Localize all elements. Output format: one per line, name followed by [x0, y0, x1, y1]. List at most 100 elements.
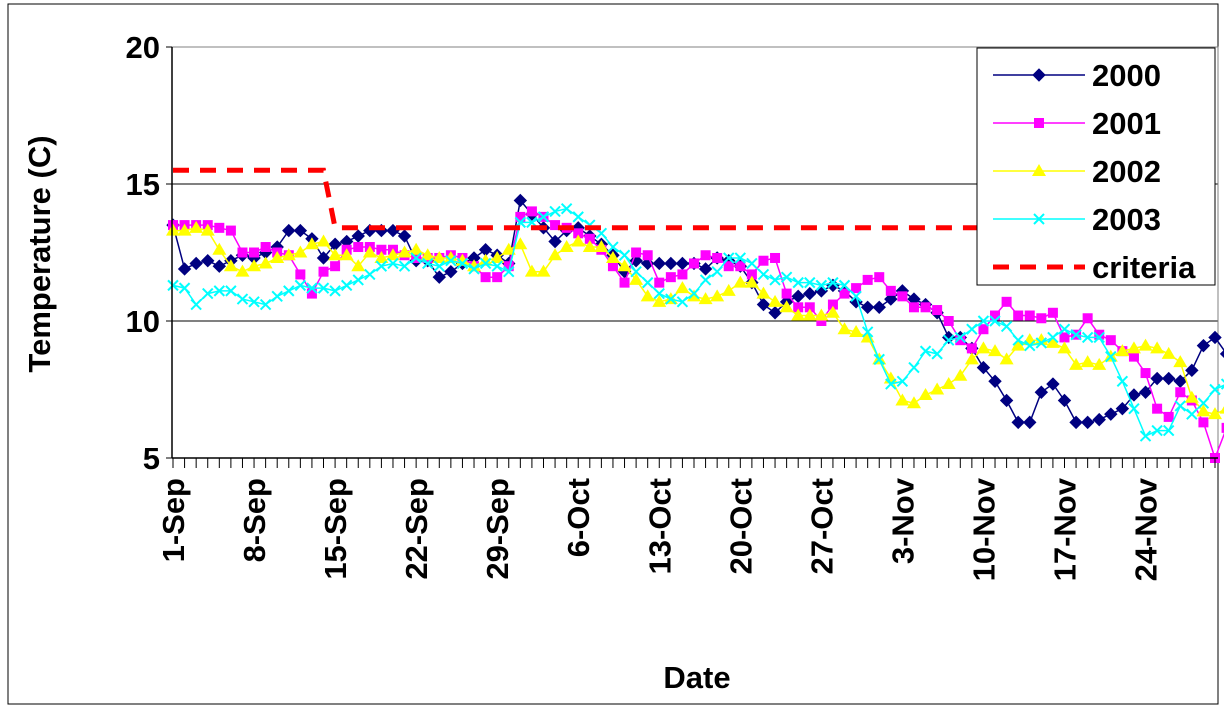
- legend-label: 2003: [1092, 202, 1161, 237]
- data-point-square: [793, 302, 804, 313]
- data-point-cross: [537, 211, 550, 223]
- data-point-triangle: [988, 344, 1003, 357]
- data-point-triangle: [212, 242, 227, 255]
- y-tick-label: 20: [126, 30, 160, 65]
- data-point-triangle: [490, 250, 505, 263]
- data-point-cross: [641, 276, 654, 289]
- data-point-triangle: [339, 248, 354, 261]
- data-point-cross: [572, 211, 584, 223]
- legend-label: criteria: [1092, 250, 1196, 285]
- data-point-square: [573, 228, 584, 239]
- data-point-cross: [850, 290, 862, 303]
- data-point-triangle: [675, 281, 690, 294]
- data-point-square: [712, 252, 723, 263]
- data-point-cross: [503, 265, 515, 278]
- data-point-triangle: [478, 253, 493, 266]
- data-point-cross: [329, 285, 341, 297]
- data-point-cross: [838, 279, 851, 292]
- data-point-cross: [271, 290, 283, 303]
- data-point-square: [955, 335, 966, 346]
- data-point-square: [1094, 329, 1105, 340]
- data-point-triangle: [258, 256, 273, 269]
- data-point-triangle: [1126, 341, 1141, 354]
- data-point-cross: [213, 285, 226, 297]
- data-point-square: [1152, 403, 1163, 414]
- data-point-triangle: [513, 237, 528, 250]
- legend-label: 2002: [1092, 154, 1161, 189]
- data-point-cross: [943, 334, 955, 346]
- data-point-diamond: [1219, 349, 1224, 359]
- data-point-triangle: [953, 368, 968, 381]
- data-point-square: [746, 269, 757, 280]
- data-point-triangle: [200, 223, 215, 236]
- data-point-square: [550, 220, 561, 231]
- data-point-cross: [769, 274, 781, 286]
- data-point-square: [978, 324, 989, 335]
- data-point-diamond: [316, 251, 331, 265]
- data-point-triangle: [825, 305, 840, 318]
- data-point-cross: [352, 274, 364, 286]
- data-point-triangle: [629, 272, 644, 285]
- data-point-square: [503, 261, 514, 272]
- data-point-diamond: [1161, 371, 1176, 386]
- data-point-diamond: [201, 254, 215, 268]
- data-point-diamond: [1196, 338, 1211, 353]
- data-point-cross: [804, 276, 816, 289]
- data-point-square: [642, 250, 653, 261]
- data-point-diamond: [189, 256, 203, 271]
- data-point-cross: [225, 285, 237, 297]
- data-point-triangle: [374, 250, 389, 263]
- data-point-cross: [1186, 408, 1198, 420]
- data-point-triangle: [281, 248, 296, 261]
- data-point-cross: [665, 293, 677, 305]
- data-point-cross: [433, 260, 445, 272]
- data-point-triangle: [362, 245, 377, 258]
- series-2000: [166, 193, 1224, 430]
- data-point-square: [700, 250, 711, 261]
- data-point-cross: [1197, 397, 1210, 409]
- x-axis-title: Date: [663, 660, 730, 695]
- data-point-square: [874, 272, 885, 283]
- data-point-triangle: [524, 264, 539, 277]
- data-point-cross: [387, 257, 399, 270]
- x-tick-label: 3-Nov: [885, 477, 920, 564]
- data-point-square: [1128, 351, 1139, 362]
- series-line-criteria: [173, 167, 1215, 231]
- data-point-square: [908, 302, 919, 313]
- series-lines: [166, 167, 1224, 463]
- data-point-cross: [167, 279, 179, 292]
- data-point-cross: [780, 271, 793, 283]
- data-point-square: [225, 225, 236, 236]
- data-point-cross: [954, 331, 966, 344]
- data-point-triangle: [432, 250, 447, 263]
- data-point-triangle: [964, 352, 979, 365]
- data-point-cross: [549, 205, 561, 218]
- data-point-triangle: [571, 234, 586, 247]
- data-point-diamond: [513, 193, 528, 208]
- data-point-square: [966, 343, 977, 354]
- data-point-square: [1036, 313, 1047, 324]
- data-point-diamond: [756, 297, 771, 312]
- data-point-square: [214, 222, 225, 233]
- y-tick-label: 5: [143, 441, 160, 476]
- data-point-diamond: [860, 300, 875, 315]
- data-point-triangle: [1184, 390, 1199, 403]
- data-point-triangle: [189, 220, 204, 233]
- y-tick-label: 10: [126, 304, 160, 339]
- data-point-square: [526, 206, 537, 217]
- data-point-square: [804, 302, 815, 313]
- data-point-triangle: [548, 248, 563, 261]
- data-point-square: [839, 288, 850, 299]
- data-point-square: [1047, 307, 1058, 318]
- data-point-cross: [723, 252, 735, 264]
- x-tick-label: 13-Oct: [642, 478, 677, 574]
- data-point-cross: [908, 361, 920, 374]
- data-point-square: [1163, 411, 1174, 422]
- data-point-cross: [1070, 328, 1082, 341]
- data-point-square: [1140, 368, 1151, 379]
- data-point-diamond: [1080, 415, 1095, 430]
- data-point-cross: [306, 282, 318, 294]
- data-point-diamond: [1115, 401, 1130, 416]
- data-point-triangle: [617, 259, 632, 272]
